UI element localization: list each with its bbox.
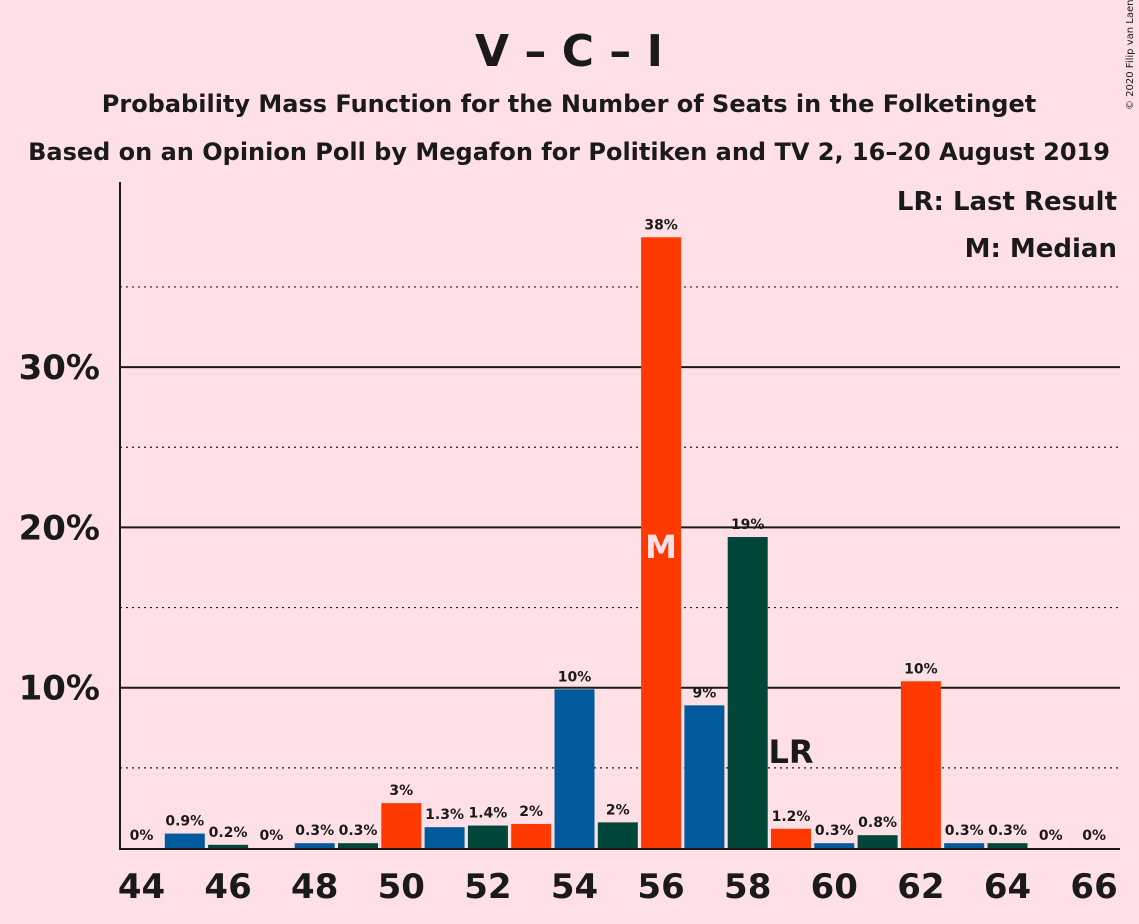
bar-seats-59 (771, 828, 811, 848)
data-labels: 0%0.9%0.2% 0% 0.3% 0.3%3%1.3% 1.4% 2%10%2%38%… (130, 217, 1106, 844)
chart-subtitle-1: Probability Mass Function for the Number… (102, 90, 1036, 118)
x-tick-label: 52 (464, 867, 511, 907)
y-tick-label: 20% (19, 508, 100, 548)
bar-label-seats-49: 0.3% (339, 823, 378, 839)
bar-seats-58 (727, 537, 768, 848)
bar-label-seats-47: 0% (260, 828, 284, 844)
bar-label-seats-48: 0.3% (295, 823, 334, 839)
bar-label-seats-45: 0.9% (165, 814, 204, 830)
bar-label-seats-63: 0.3% (945, 823, 984, 839)
bar-seats-57 (684, 705, 725, 848)
bar-label-seats-65: 0% (1039, 828, 1063, 844)
markers: M LR (645, 528, 813, 771)
bar-label-seats-51: 1.3% (425, 807, 464, 823)
bar-label-seats-46: 0.2% (209, 825, 248, 841)
bar-label-seats-54: 10% (558, 669, 592, 685)
chart-subtitle-2: Based on an Opinion Poll by Megafon for … (28, 138, 1110, 166)
bar-seats-49 (338, 843, 378, 848)
bar-seats-52 (467, 825, 508, 848)
bar-seats-54 (554, 689, 595, 848)
bars (164, 237, 1028, 848)
bar-label-seats-58: 19% (731, 517, 765, 533)
bar-seats-64 (987, 843, 1028, 848)
x-tick-label: 56 (637, 867, 684, 907)
bar-label-seats-44: 0% (130, 828, 154, 844)
median-marker: M (645, 528, 677, 566)
bar-label-seats-56: 38% (644, 217, 678, 233)
bar-label-seats-62: 10% (904, 661, 938, 677)
x-axis-ticks: 44 46 48 50 52 54 56 58 60 62 64 66 (118, 867, 1118, 907)
last-result-marker: LR (768, 733, 813, 771)
bar-seats-45 (164, 833, 205, 848)
y-tick-label: 30% (19, 348, 100, 388)
bar-seats-56 (641, 237, 682, 848)
bar-seats-50 (381, 803, 422, 848)
bar-seats-46 (208, 844, 249, 848)
bar-label-seats-57: 9% (693, 685, 717, 701)
bar-label-seats-55: 2% (606, 802, 630, 818)
x-tick-label: 44 (118, 867, 165, 907)
x-tick-label: 64 (984, 867, 1031, 907)
x-tick-label: 62 (897, 867, 944, 907)
bar-seats-51 (424, 827, 465, 848)
bar-label-seats-50: 3% (389, 783, 413, 799)
bar-seats-63 (944, 843, 985, 848)
legend-median: M: Median (965, 234, 1117, 264)
x-tick-label: 66 (1070, 867, 1117, 907)
x-tick-label: 48 (291, 867, 338, 907)
legend-last-result: LR: Last Result (897, 187, 1117, 217)
x-tick-label: 60 (811, 867, 858, 907)
bar-label-seats-52: 1.4% (468, 806, 507, 822)
bar-seats-62 (900, 681, 941, 848)
x-tick-label: 50 (378, 867, 425, 907)
bar-seats-48 (294, 843, 335, 848)
copyright-note: © 2020 Filip van Laenen (1125, 0, 1136, 110)
bar-label-seats-59: 1.2% (772, 809, 811, 825)
x-tick-label: 58 (724, 867, 771, 907)
y-tick-label: 10% (19, 669, 100, 709)
y-axis-ticks: 10% 20% 30% (19, 348, 100, 709)
x-tick-label: 46 (204, 867, 251, 907)
bar-seats-53 (511, 823, 552, 848)
x-tick-label: 54 (551, 867, 598, 907)
bar-label-seats-53: 2% (519, 804, 543, 820)
bar-label-seats-60: 0.3% (815, 823, 854, 839)
bar-label-seats-61: 0.8% (858, 815, 897, 831)
chart-title: V – C – I (475, 26, 663, 77)
bar-seats-55 (597, 822, 638, 848)
bar-label-seats-64: 0.3% (988, 823, 1027, 839)
bar-label-seats-66: 0% (1082, 828, 1106, 844)
bar-seats-61 (857, 835, 898, 848)
bar-seats-60 (814, 843, 855, 848)
gridlines (120, 286, 1120, 769)
